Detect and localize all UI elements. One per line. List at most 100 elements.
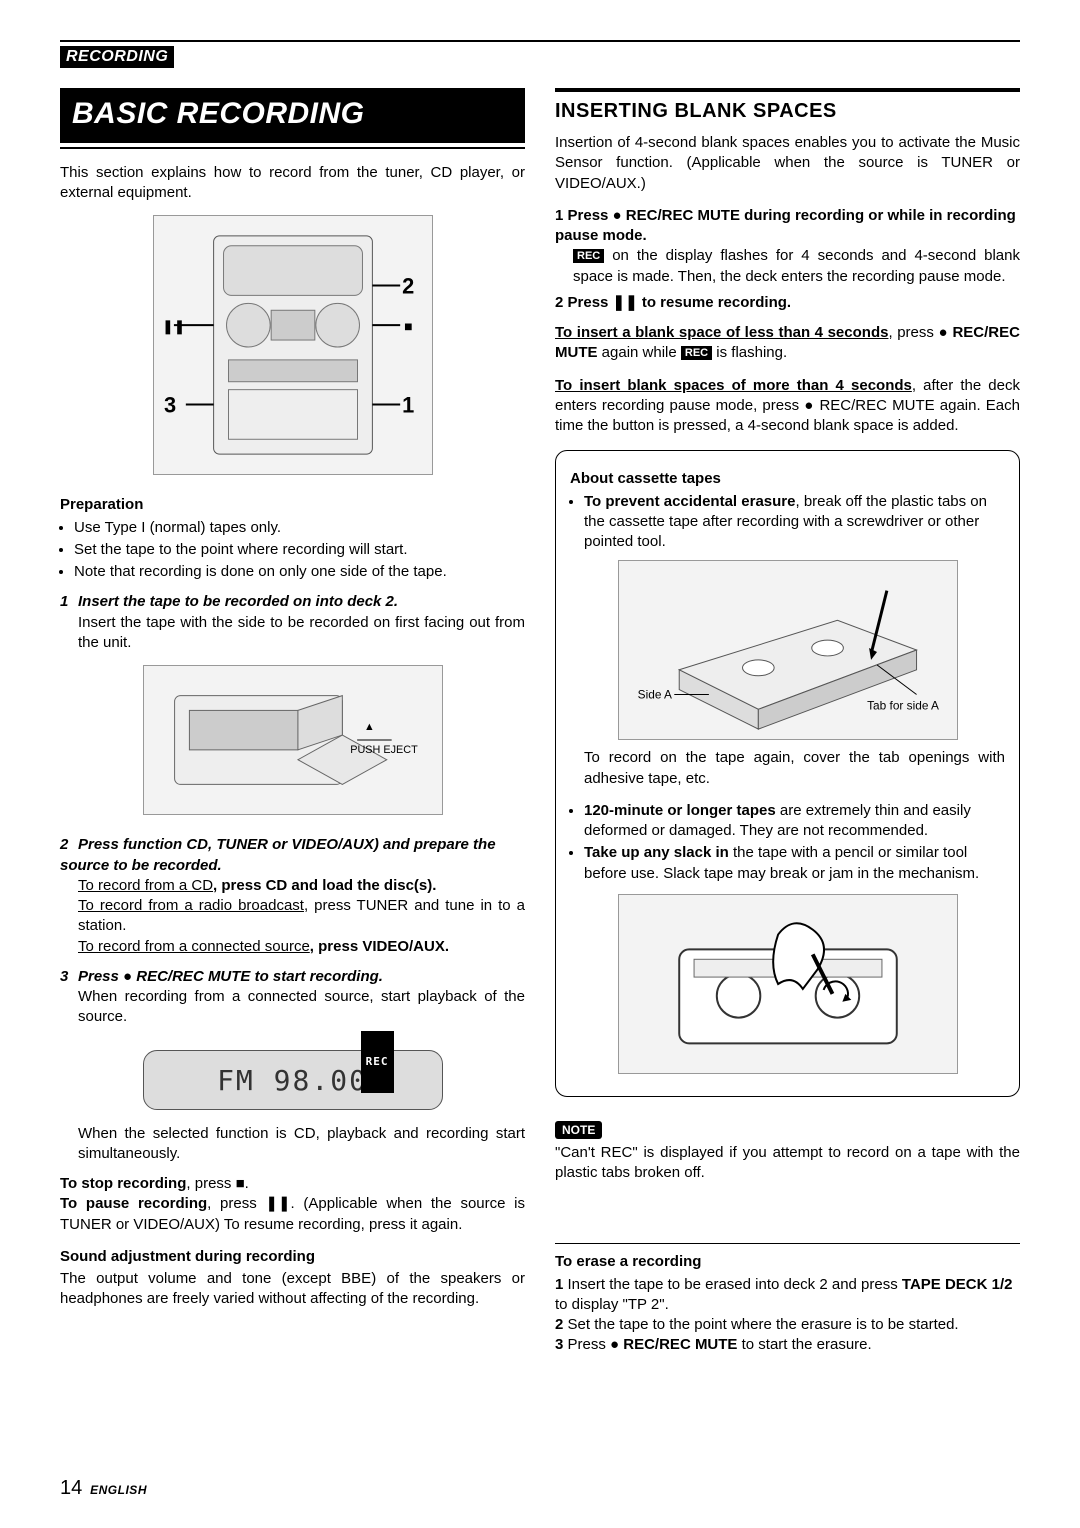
es1-a: Insert the tape to be erased into deck 2…: [568, 1276, 902, 1293]
section-tag: RECORDING: [60, 46, 174, 68]
step-3: 3Press ● REC/REC MUTE to start recording…: [60, 967, 525, 1164]
more4-u: To insert blank spaces of more than 4 se…: [555, 377, 912, 394]
svg-text:3: 3: [164, 392, 176, 417]
step-heading: Press function CD, TUNER or VIDEO/AUX) a…: [60, 836, 496, 873]
rec-inline-icon: REC: [573, 249, 604, 263]
step2-line2-u: To record from a radio broadcast: [78, 897, 304, 914]
svg-text:■: ■: [404, 318, 412, 334]
language-label: ENGLISH: [90, 1483, 147, 1497]
two-column-layout: BASIC RECORDING This section explains ho…: [60, 88, 1020, 1356]
box-b4: Take up any slack in the tape with a pen…: [584, 843, 1005, 884]
left-column: BASIC RECORDING This section explains ho…: [60, 88, 525, 1356]
tape-insert-illustration: ▲ PUSH EJECT: [143, 665, 443, 815]
less4-c: is flashing.: [712, 344, 787, 361]
step-number: 1: [60, 592, 78, 612]
right-column: INSERTING BLANK SPACES Insertion of 4-se…: [555, 88, 1020, 1356]
preparation-heading: Preparation: [60, 495, 525, 515]
bs-num: 2: [555, 294, 568, 311]
header-rule: [60, 40, 1020, 42]
erase-s3: 3 Press ● REC/REC MUTE to start the eras…: [555, 1335, 1020, 1355]
blank-step-1: 1 Press ● REC/REC MUTE during recording …: [555, 206, 1020, 287]
stereo-illustration: ❚❚ ■ 2 1 3: [153, 215, 433, 475]
right-title: INSERTING BLANK SPACES: [555, 98, 1020, 125]
stop-pause-text: To stop recording, press ■. To pause rec…: [60, 1174, 525, 1235]
prep-item: Note that recording is done on only one …: [74, 562, 525, 582]
step-heading: Press ● REC/REC MUTE to start recording.: [78, 968, 383, 985]
preparation-list: Use Type I (normal) tapes only. Set the …: [60, 518, 525, 583]
svg-text:❚❚: ❚❚: [162, 318, 185, 335]
main-steps: 1Insert the tape to be recorded on into …: [60, 592, 525, 1164]
es3-b: REC/REC MUTE: [623, 1336, 737, 1353]
separator-rule: [555, 1243, 1020, 1244]
title-underline: [60, 147, 525, 149]
step-heading: Insert the tape to be recorded on into d…: [78, 593, 398, 610]
erase-s2: 2 Set the tape to the point where the er…: [555, 1315, 1020, 1335]
step-body: Insert the tape with the side to be reco…: [60, 613, 525, 654]
step-1: 1Insert the tape to be recorded on into …: [60, 592, 525, 821]
sound-adj-text: The output volume and tone (except BBE) …: [60, 1269, 525, 1310]
intro-text: This section explains how to record from…: [60, 163, 525, 204]
prep-item: Use Type I (normal) tapes only.: [74, 518, 525, 538]
es3-c: to start the erasure.: [737, 1336, 871, 1353]
push-eject-label: PUSH EJECT: [350, 744, 418, 756]
b4-b: Take up any slack in: [584, 844, 729, 861]
es1-b: TAPE DECK 1/2: [902, 1276, 1013, 1293]
less-than-4s: To insert a blank space of less than 4 s…: [555, 323, 1020, 364]
lcd-display: REC FM 98.00: [143, 1050, 443, 1110]
sound-adj-heading: Sound adjustment during recording: [60, 1247, 525, 1267]
svg-text:1: 1: [402, 392, 414, 417]
figure-stereo-unit: ❚❚ ■ 2 1 3: [60, 215, 525, 481]
post-display-text: When the selected function is CD, playba…: [60, 1124, 525, 1165]
less4-b: again while: [598, 344, 681, 361]
stop-b: To stop recording: [60, 1175, 186, 1192]
note-text: "Can't REC" is displayed if you attempt …: [555, 1143, 1020, 1184]
b3-b: 120-minute or longer tapes: [584, 802, 776, 819]
less4-a: , press ●: [888, 324, 952, 341]
step2-line1-u: To record from a CD: [78, 877, 213, 894]
right-top-rule: [555, 88, 1020, 92]
rec-indicator: REC: [361, 1031, 394, 1093]
cassette-slack-illustration: [618, 894, 958, 1074]
box-p2: To record on the tape again, cover the t…: [570, 748, 1005, 789]
b1-b: To prevent accidental erasure: [584, 493, 795, 510]
tab-label: Tab for side A: [867, 699, 939, 713]
step-body: When recording from a connected source, …: [60, 987, 525, 1028]
erase-steps: 1 Insert the tape to be erased into deck…: [555, 1275, 1020, 1356]
figure-display: REC FM 98.00: [60, 1050, 525, 1110]
box-list-bottom: 120-minute or longer tapes are extremely…: [570, 801, 1005, 884]
less4-u: To insert a blank space of less than 4 s…: [555, 324, 888, 341]
erase-heading: To erase a recording: [555, 1252, 1020, 1272]
cassette-tab-illustration: Side A Tab for side A: [618, 560, 958, 740]
cassette-info-box: About cassette tapes To prevent accident…: [555, 450, 1020, 1097]
bs-num: 1: [555, 207, 568, 224]
right-intro: Insertion of 4-second blank spaces enabl…: [555, 133, 1020, 194]
es1-c: to display "TP 2".: [555, 1296, 669, 1313]
note-tag: NOTE: [555, 1121, 602, 1139]
box-heading: About cassette tapes: [570, 469, 1005, 489]
page-title: BASIC RECORDING: [60, 88, 525, 143]
step2-line3-rest: , press VIDEO/AUX.: [310, 938, 449, 955]
svg-text:2: 2: [402, 273, 414, 298]
step-number: 2: [60, 835, 78, 855]
page-footer: 14 ENGLISH: [60, 1477, 147, 1500]
figure-insert-tape: ▲ PUSH EJECT: [60, 665, 525, 821]
box-b1: To prevent accidental erasure, break off…: [584, 492, 1005, 553]
step-number: 3: [60, 967, 78, 987]
step2-line3-u: To record from a connected source: [78, 938, 310, 955]
step2-line1-rest: , press CD and load the disc(s).: [213, 877, 436, 894]
display-text: FM 98.00: [217, 1064, 368, 1097]
rec-inline-icon: REC: [681, 346, 712, 360]
es2: Set the tape to the point where the eras…: [568, 1316, 959, 1333]
bs1-body: REC on the display flashes for 4 seconds…: [555, 246, 1020, 287]
step-body: To record from a CD, press CD and load t…: [60, 876, 525, 957]
bs1-body-text: on the display flashes for 4 seconds and…: [573, 247, 1020, 284]
more-than-4s: To insert blank spaces of more than 4 se…: [555, 376, 1020, 437]
prep-item: Set the tape to the point where recordin…: [74, 540, 525, 560]
box-list-top: To prevent accidental erasure, break off…: [570, 492, 1005, 553]
svg-text:▲: ▲: [364, 721, 375, 733]
side-a-label: Side A: [637, 688, 671, 702]
blank-step-2: 2 Press ❚❚ to resume recording.: [555, 293, 1020, 313]
es3-a: Press ●: [568, 1336, 624, 1353]
stop-rest: , press ■.: [186, 1175, 248, 1192]
page-number: 14: [60, 1477, 82, 1499]
